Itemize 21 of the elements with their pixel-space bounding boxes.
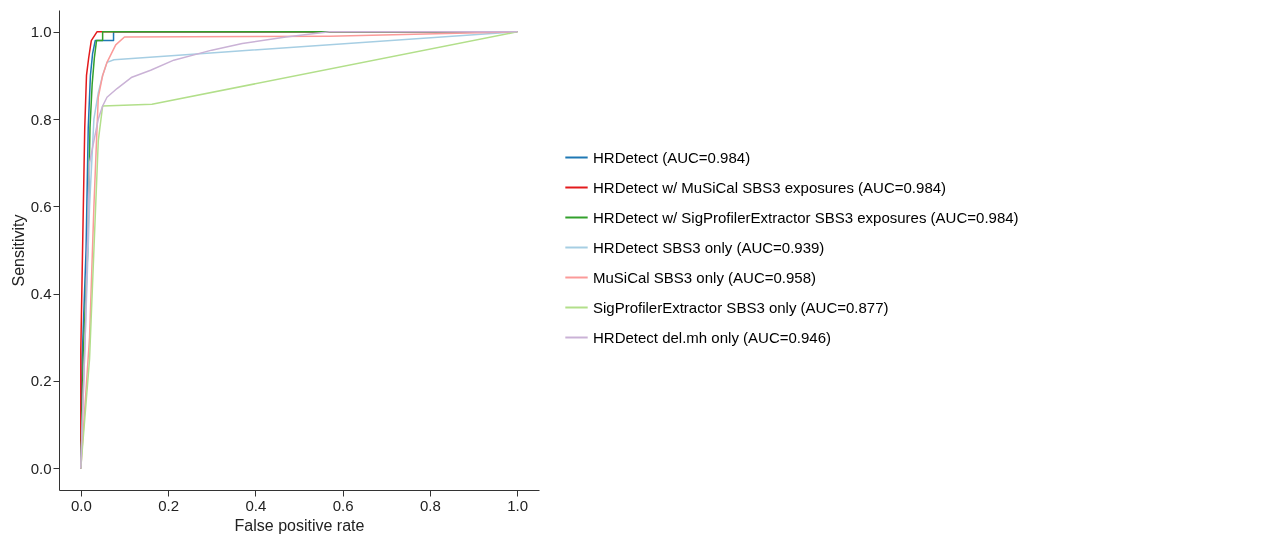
y-tick-label: 0.4 <box>30 285 52 303</box>
x-axis-title: False positive rate <box>234 516 365 534</box>
y-tick-label: 0.0 <box>30 459 52 477</box>
legend-label: SigProfilerExtractor SBS3 only (AUC=0.877) <box>593 298 889 316</box>
legend-label: HRDetect w/ SigProfilerExtractor SBS3 exposures (AUC=0.984) <box>593 208 1019 226</box>
x-tick-label: 0.2 <box>158 496 180 514</box>
y-tick-label: 0.8 <box>30 110 52 128</box>
x-tick-label: 0.4 <box>245 496 267 514</box>
legend-label: MuSiCal SBS3 only (AUC=0.958) <box>593 268 817 286</box>
x-tick-label: 0.6 <box>332 496 354 514</box>
legend-label: HRDetect w/ MuSiCal SBS3 exposures (AUC=0.984) <box>593 178 947 196</box>
y-tick-label: 0.6 <box>30 197 52 215</box>
y-tick-label: 0.2 <box>30 372 52 390</box>
legend-label: HRDetect SBS3 only (AUC=0.939) <box>593 238 825 256</box>
x-tick-label: 1.0 <box>507 496 529 514</box>
legend-label: HRDetect del.mh only (AUC=0.946) <box>593 328 832 346</box>
y-axis-title: Sensitivity <box>9 214 27 287</box>
y-tick-label: 1.0 <box>30 23 52 41</box>
x-tick-label: 0.8 <box>419 496 441 514</box>
legend-label: HRDetect (AUC=0.984) <box>593 148 751 166</box>
x-tick-label: 0.0 <box>70 496 92 514</box>
